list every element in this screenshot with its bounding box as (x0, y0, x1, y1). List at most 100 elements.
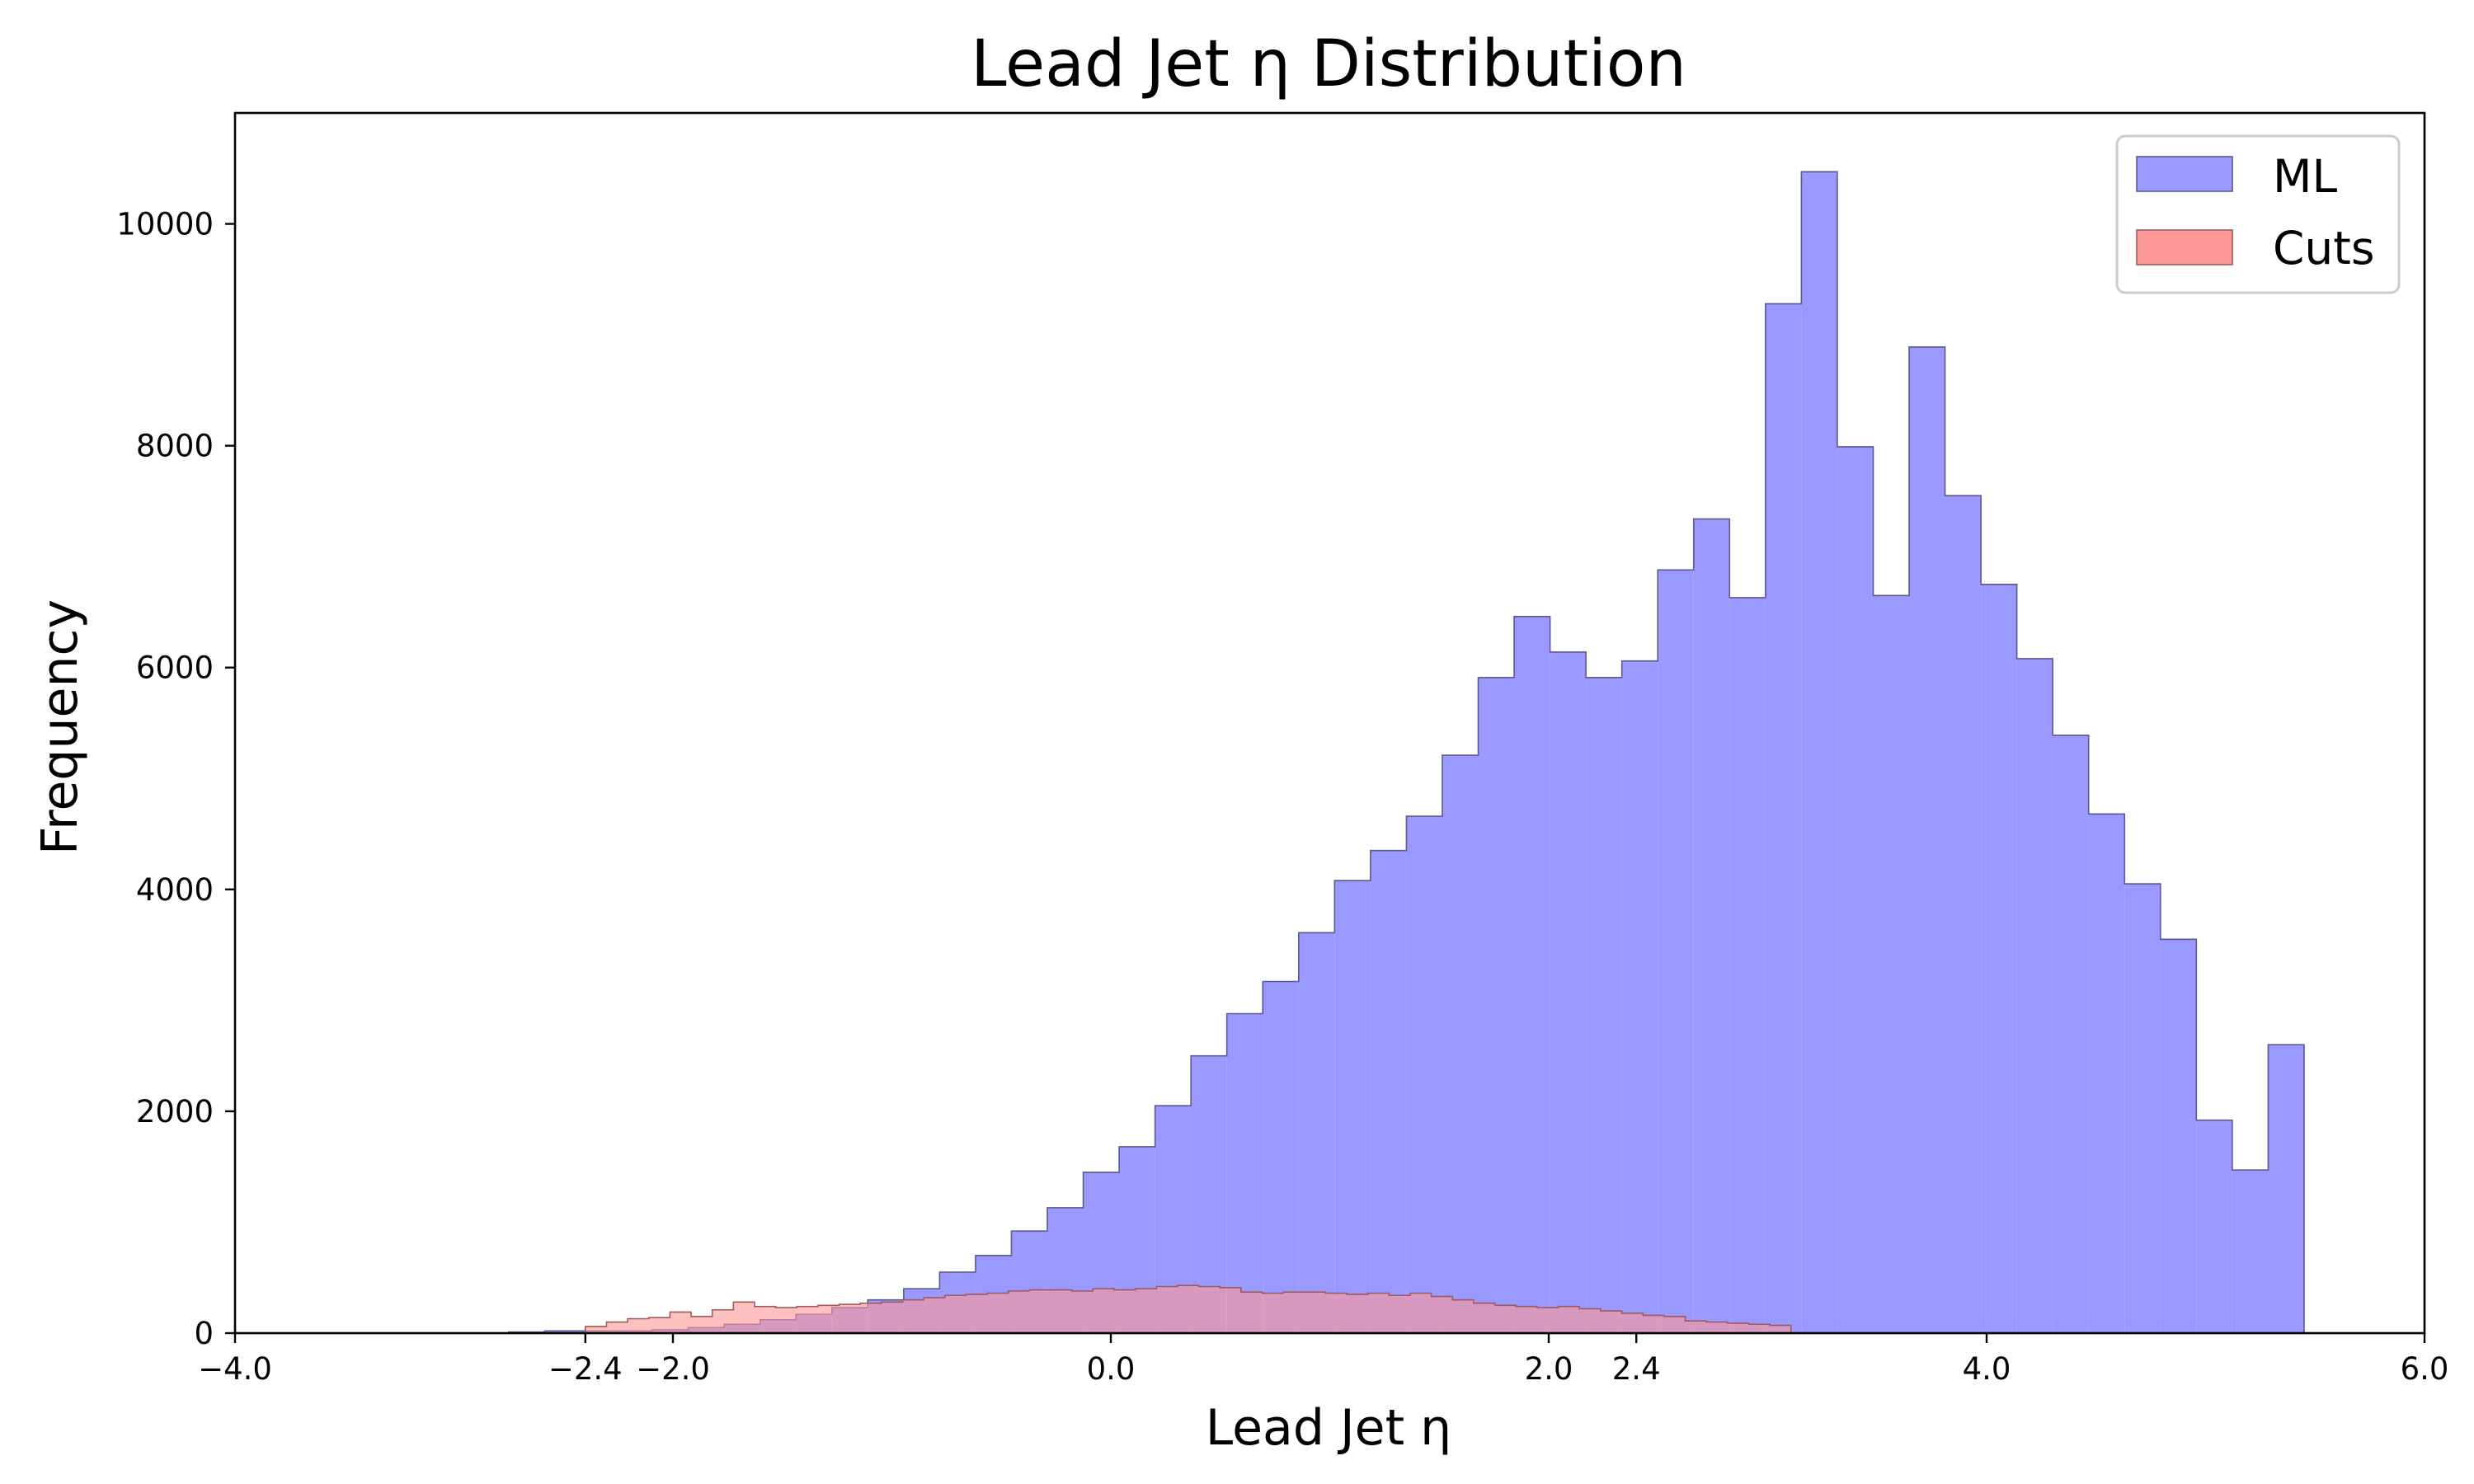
histogram-bar-ml (1478, 677, 1515, 1333)
histogram-bar-cuts (1113, 1289, 1136, 1333)
histogram-bar-cuts (1029, 1289, 1051, 1333)
histogram-bar-ml (1945, 495, 1982, 1333)
histogram-bar-ml (1370, 850, 1407, 1333)
histogram-bar-cuts (924, 1297, 945, 1333)
y-axis-label: Frequency (31, 599, 89, 855)
series-outline-cuts (585, 1284, 1792, 1333)
histogram-bar-ml (2016, 658, 2053, 1333)
histogram-bar-ml (2232, 1170, 2269, 1333)
histogram-bar-cuts (1516, 1306, 1537, 1333)
histogram-bar-ml (1406, 816, 1442, 1333)
histogram-bar-ml (1658, 570, 1694, 1333)
histogram-bar-ml (2268, 1045, 2304, 1333)
chart-title: Lead Jet η Distribution (971, 27, 1686, 101)
x-tick-label: −2.0 (636, 1351, 710, 1387)
histogram-bar-ml (2124, 884, 2161, 1333)
x-tick-label: −4.0 (198, 1351, 272, 1387)
histogram-bar-cuts (944, 1295, 967, 1333)
histogram-bar-cuts (712, 1309, 734, 1333)
legend-label-ml: ML (2273, 150, 2337, 203)
histogram-bar-cuts (585, 1326, 607, 1333)
histogram-bar-ml (1298, 932, 1335, 1333)
histogram-bar-cuts (1283, 1292, 1305, 1333)
histogram-bar-ml (2160, 939, 2197, 1333)
histogram-bar-ml (1801, 171, 1837, 1333)
histogram-bar-cuts (1643, 1315, 1664, 1333)
y-tick-label: 8000 (136, 429, 214, 464)
y-tick-label: 6000 (136, 650, 214, 686)
histogram-bar-cuts (860, 1303, 882, 1333)
histogram-bar-ml (1442, 755, 1479, 1333)
histogram-bar-cuts (1452, 1299, 1474, 1333)
histogram-bar-cuts (1051, 1289, 1072, 1333)
histogram-bar-ml (1837, 446, 1874, 1333)
legend-label-cuts: Cuts (2273, 222, 2374, 275)
y-tick-label: 0 (194, 1316, 214, 1351)
histogram-bar-cuts (881, 1302, 903, 1333)
x-axis-label: Lead Jet η (1206, 1399, 1451, 1457)
histogram-bar-ml (2196, 1120, 2232, 1333)
histogram-bar-cuts (1621, 1313, 1644, 1333)
histogram-bar-cuts (1473, 1303, 1495, 1333)
bars-layer (508, 171, 2305, 1333)
histogram-bar-cuts (1727, 1322, 1749, 1333)
histogram-bar-cuts (1304, 1292, 1326, 1333)
histogram-bar-cuts (1410, 1293, 1432, 1333)
x-tick-label: 2.4 (1612, 1351, 1661, 1387)
histogram-bar-cuts (1008, 1290, 1030, 1333)
legend-swatch-ml (2136, 156, 2233, 192)
histogram-bar-cuts (1558, 1306, 1580, 1333)
histogram-bar-cuts (1325, 1293, 1348, 1333)
y-tick-label: 2000 (136, 1094, 214, 1129)
histogram-bar-ml (1873, 595, 1910, 1333)
histogram-bar-cuts (797, 1306, 818, 1333)
histogram-bar-cuts (1389, 1295, 1411, 1333)
histogram-bar-cuts (606, 1322, 628, 1333)
x-tick-label: −2.4 (548, 1351, 623, 1387)
y-tick-label: 4000 (136, 872, 214, 908)
histogram-bar-ml (1621, 660, 1658, 1333)
histogram-bar-cuts (1536, 1308, 1559, 1333)
histogram-bar-cuts (1685, 1321, 1707, 1333)
histogram-bar-ml (1550, 651, 1587, 1333)
y-tick-label: 10000 (116, 207, 214, 242)
histogram-bar-cuts (1367, 1293, 1390, 1333)
histogram-bar-cuts (670, 1312, 692, 1333)
histogram-bar-ml (1981, 584, 2017, 1333)
histogram-bar-cuts (754, 1306, 776, 1333)
histogram-bar-cuts (1156, 1286, 1178, 1333)
histogram-bar-cuts (1135, 1289, 1157, 1333)
histogram-bar-ml (1909, 346, 1945, 1333)
histogram-bar-ml (1693, 519, 1730, 1333)
histogram-bar-ml (2088, 814, 2125, 1333)
histogram-bar-ml (2053, 735, 2089, 1333)
histogram-bar-ml (544, 1331, 581, 1333)
histogram-bar-ml (1334, 881, 1371, 1333)
histogram-bar-cuts (648, 1317, 670, 1333)
x-tick-label: 4.0 (1963, 1351, 2011, 1387)
x-tick-label: 0.0 (1087, 1351, 1136, 1387)
histogram-bar-ml (1263, 981, 1299, 1333)
legend-swatch-cuts (2136, 229, 2233, 265)
x-tick-label: 2.0 (1525, 1351, 1573, 1387)
histogram-bar-cuts (733, 1302, 755, 1333)
histogram-bar-cuts (691, 1316, 713, 1333)
histogram-bar-cuts (628, 1318, 649, 1333)
legend: ML Cuts (2115, 134, 2401, 294)
histogram-bar-cuts (1663, 1316, 1686, 1333)
histogram-bar-cuts (1494, 1305, 1517, 1333)
histogram-bar-cuts (1071, 1290, 1094, 1333)
histogram-bar-cuts (966, 1294, 988, 1333)
histogram-bar-ml (1586, 677, 1622, 1333)
histogram-bar-cuts (902, 1299, 924, 1333)
histogram-bar-cuts (1240, 1292, 1263, 1333)
histogram-bar-ml (1226, 1013, 1263, 1333)
histogram-bar-ml (1514, 616, 1550, 1333)
histogram-bar-cuts (817, 1305, 840, 1333)
histogram-bar-ml (1729, 597, 1766, 1333)
histogram-bar-cuts (1579, 1308, 1601, 1333)
histogram-bar-cuts (1706, 1322, 1728, 1333)
histogram-bar-cuts (1347, 1294, 1368, 1333)
histogram-bar-cuts (1177, 1285, 1199, 1333)
